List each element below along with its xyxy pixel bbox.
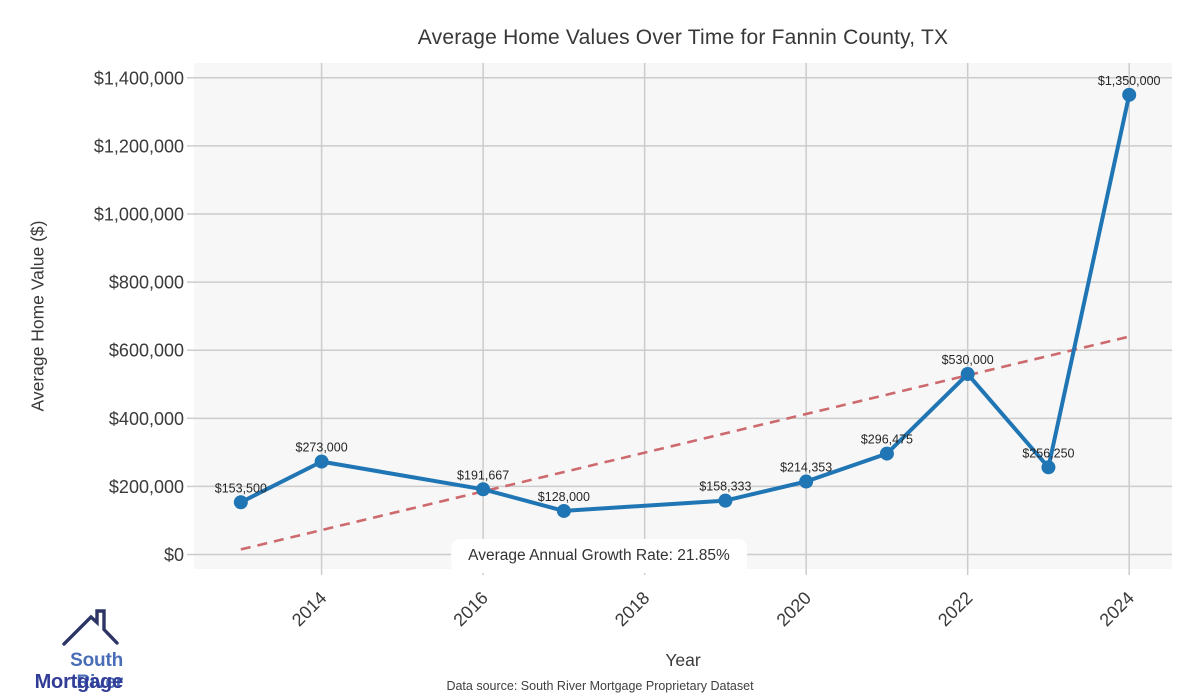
logo-line1: South River — [70, 650, 123, 693]
data-point-label: $128,000 — [538, 490, 590, 504]
x-tick-label: 2020 — [773, 588, 815, 630]
plot-area — [194, 63, 1172, 569]
data-point-label: $296,475 — [861, 433, 913, 447]
data-point-label: $158,333 — [699, 480, 751, 494]
data-point-marker — [1041, 460, 1056, 475]
y-tick-label: $400,000 — [109, 409, 184, 429]
x-tick-label: 2016 — [449, 588, 491, 630]
data-point-marker — [879, 446, 894, 461]
data-point-marker — [476, 482, 491, 497]
data-point-marker — [960, 367, 975, 382]
data-point-marker — [556, 503, 571, 518]
data-point-label: $256,250 — [1022, 446, 1074, 460]
logo-line2: Mortgage — [34, 671, 124, 693]
x-axis-label: Year — [665, 650, 701, 670]
data-point-marker — [1122, 87, 1137, 102]
series-line — [238, 92, 1132, 513]
data-point-label: $1,350,000 — [1098, 74, 1161, 88]
data-point-marker — [799, 474, 814, 489]
x-tick-label: 2022 — [934, 588, 976, 630]
y-tick-label: $1,400,000 — [94, 68, 184, 88]
y-tick-label: $1,000,000 — [94, 205, 184, 225]
data-point-marker — [233, 495, 248, 510]
brand-logo: South River Mortgage — [20, 606, 138, 698]
house-roof-icon — [62, 609, 119, 646]
x-tick-label: 2024 — [1096, 588, 1138, 630]
chart-title: Average Home Values Over Time for Fannin… — [417, 26, 949, 49]
y-tick-label: $600,000 — [109, 341, 184, 361]
growth-rate-annotation: Average Annual Growth Rate: 21.85% — [451, 539, 747, 573]
x-tick-label: 2014 — [288, 588, 330, 630]
data-point-marker — [718, 493, 733, 508]
data-point-marker — [314, 454, 329, 469]
y-tick-label: $0 — [164, 545, 184, 565]
data-source-note: Data source: South River Mortgage Propri… — [446, 679, 754, 693]
y-tick-label: $800,000 — [109, 273, 184, 293]
x-tick-label: 2018 — [611, 588, 653, 630]
data-point-label: $214,353 — [780, 461, 832, 475]
data-point-label: $191,667 — [457, 468, 509, 482]
data-point-label: $530,000 — [942, 353, 994, 367]
y-tick-label: $1,200,000 — [94, 136, 184, 156]
data-point-label: $273,000 — [296, 441, 348, 455]
y-tick-label: $200,000 — [109, 477, 184, 497]
data-point-label: $153,500 — [215, 481, 267, 495]
